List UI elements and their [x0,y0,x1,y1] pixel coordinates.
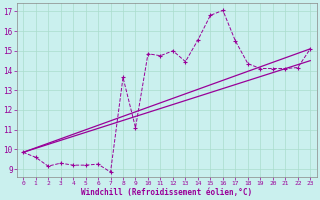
X-axis label: Windchill (Refroidissement éolien,°C): Windchill (Refroidissement éolien,°C) [81,188,252,197]
